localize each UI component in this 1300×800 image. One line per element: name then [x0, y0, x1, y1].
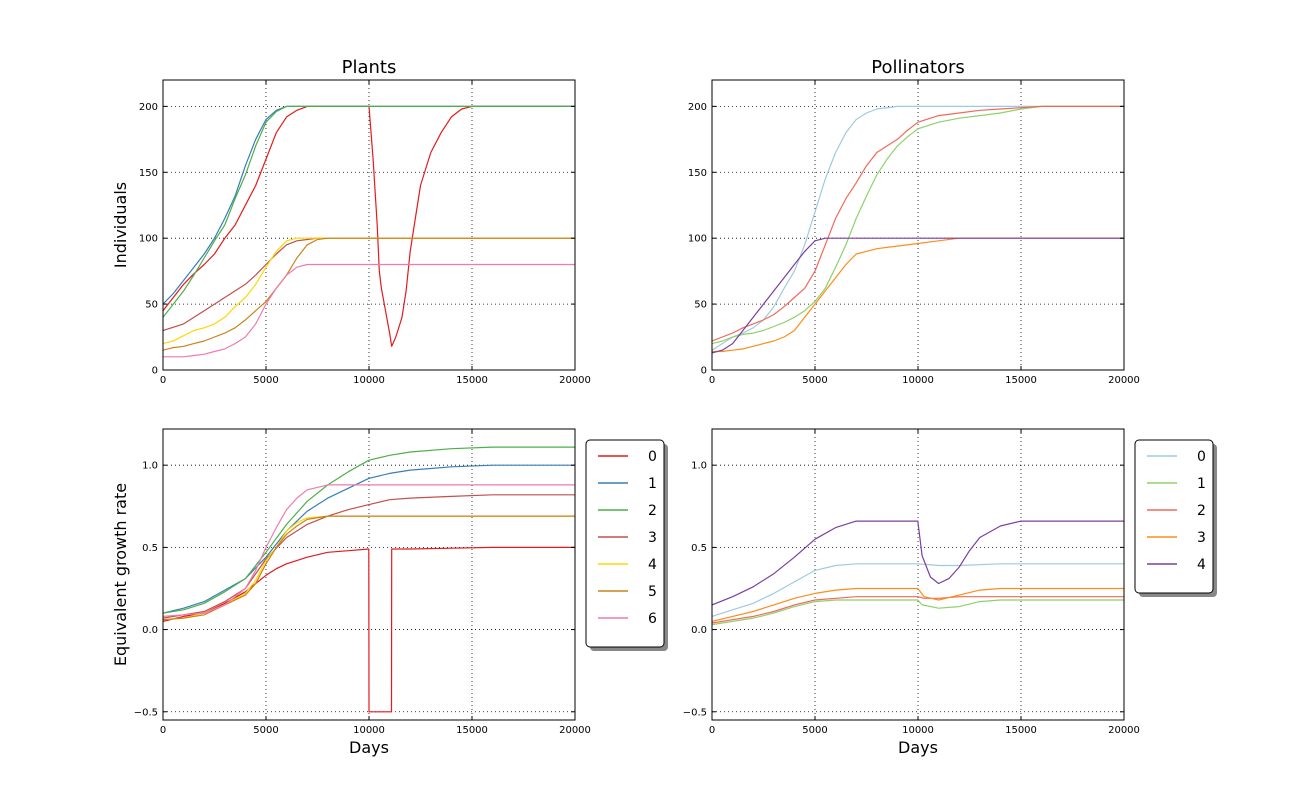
x-tick-label: 20000 — [1108, 375, 1140, 386]
y-tick-label: 100 — [139, 234, 158, 245]
y-tick-label: 0 — [152, 366, 158, 377]
x-tick-label: 5000 — [253, 375, 278, 386]
y-tick-label: 100 — [688, 234, 707, 245]
legend-label-2: 2 — [1197, 503, 1206, 519]
series-line-3 — [712, 587, 1124, 622]
y-tick-label: 0.0 — [142, 625, 158, 636]
series-group — [712, 105, 1124, 354]
x-tick-label: 0 — [160, 725, 166, 736]
y-tick-label: 0 — [701, 366, 707, 377]
plants-growth-panel: 0 5000 10000 15000 20000 −0.5 0.0 0.5 1.0 Days Equ… — [111, 428, 668, 757]
series-line-5 — [163, 237, 575, 351]
chart-title: Plants — [342, 57, 397, 78]
legend-label-2: 2 — [648, 503, 657, 519]
series-line-0 — [163, 546, 575, 713]
series-group — [712, 520, 1124, 626]
x-tick-label: 5000 — [802, 375, 827, 386]
grid — [711, 429, 1125, 720]
y-tick-label: 0.5 — [691, 543, 707, 554]
series-line-1 — [712, 599, 1124, 626]
series-line-2 — [163, 105, 575, 318]
y-tick-label: 1.0 — [142, 461, 158, 472]
series-line-1 — [712, 105, 1124, 345]
y-tick-label: −0.5 — [134, 707, 158, 718]
y-tick-label: 50 — [145, 300, 158, 311]
x-tick-label: 15000 — [1005, 375, 1037, 386]
series-line-6 — [163, 263, 575, 358]
x-axis-label: Days — [349, 738, 389, 757]
legend-label-4: 4 — [1197, 557, 1206, 573]
x-tick-label: 20000 — [559, 725, 591, 736]
x-tick-label: 0 — [709, 375, 715, 386]
y-tick-label: 200 — [139, 102, 158, 113]
y-axis-label: Individuals — [111, 182, 130, 268]
series-line-6 — [163, 484, 575, 617]
series-line-0 — [712, 563, 1124, 617]
x-tick-label: 15000 — [456, 375, 488, 386]
series-line-4 — [712, 520, 1124, 606]
x-tick-label: 0 — [160, 375, 166, 386]
legend: 0 1 2 3 4 — [1134, 439, 1217, 597]
series-line-3 — [163, 494, 575, 619]
series-line-0 — [712, 105, 1124, 351]
legend-label-0: 0 — [1197, 449, 1206, 465]
pollinators-individuals-panel: 0 5000 10000 15000 20000 0 50 100 150 200 Pollinat… — [688, 57, 1140, 386]
legend-label-5: 5 — [648, 584, 657, 600]
legend-label-3: 3 — [648, 530, 657, 546]
series-line-3 — [712, 237, 1124, 353]
legend-box — [585, 439, 665, 648]
y-axis-label: Equivalent growth rate — [111, 483, 130, 666]
chart-title: Pollinators — [871, 57, 965, 78]
x-tick-label: 15000 — [456, 725, 488, 736]
x-tick-label: 20000 — [1108, 725, 1140, 736]
y-tick-label: 150 — [688, 168, 707, 179]
legend: 0 1 2 3 4 5 6 — [585, 439, 668, 651]
x-tick-label: 0 — [709, 725, 715, 736]
legend-label-1: 1 — [648, 476, 657, 492]
y-tick-label: 200 — [688, 102, 707, 113]
series-line-2 — [712, 105, 1124, 342]
plants-individuals-panel: 0 5000 10000 15000 20000 0 50 100 150 200 Plants In… — [111, 57, 591, 386]
x-axis-label: Days — [898, 738, 938, 757]
series-line-0 — [163, 105, 575, 347]
x-tick-label: 20000 — [559, 375, 591, 386]
legend-label-3: 3 — [1197, 530, 1206, 546]
x-tick-label: 10000 — [902, 725, 934, 736]
y-tick-label: 0.0 — [691, 625, 707, 636]
legend-box — [1134, 439, 1214, 594]
series-line-2 — [163, 446, 575, 614]
y-tick-label: 0.5 — [142, 543, 158, 554]
series-group — [163, 446, 575, 713]
series-line-4 — [712, 237, 1124, 354]
series-line-5 — [163, 515, 575, 621]
legend-label-6: 6 — [648, 611, 657, 627]
axes-frame — [711, 428, 1125, 721]
x-tick-label: 10000 — [353, 375, 385, 386]
pollinators-growth-panel: 0 5000 10000 15000 20000 −0.5 0.0 0.5 1.0 Days 0 1 2… — [683, 428, 1217, 757]
x-tick-label: 10000 — [353, 725, 385, 736]
y-tick-label: 1.0 — [691, 461, 707, 472]
y-tick-label: 150 — [139, 168, 158, 179]
series-group — [163, 105, 575, 358]
legend-label-0: 0 — [648, 449, 657, 465]
x-tick-label: 10000 — [902, 375, 934, 386]
x-tick-label: 15000 — [1005, 725, 1037, 736]
series-line-2 — [712, 596, 1124, 624]
legend-label-1: 1 — [1197, 476, 1206, 492]
series-line-1 — [163, 464, 575, 614]
x-tick-label: 5000 — [253, 725, 278, 736]
x-tick-label: 5000 — [802, 725, 827, 736]
legend-label-4: 4 — [648, 557, 657, 573]
y-tick-label: −0.5 — [683, 707, 707, 718]
y-tick-label: 50 — [694, 300, 707, 311]
series-line-4 — [163, 237, 575, 345]
